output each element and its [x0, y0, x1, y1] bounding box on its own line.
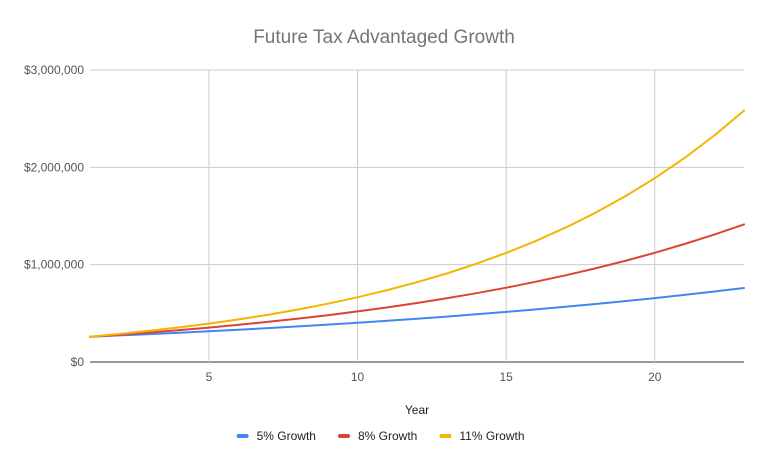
legend-label: 11% Growth — [459, 429, 524, 443]
y-axis-ticks: $0 $1,000,000 $2,000,000 $3,000,000 — [24, 63, 84, 369]
chart-title: Future Tax Advantaged Growth — [253, 27, 515, 48]
legend-item-3: 11% Growth — [439, 429, 525, 443]
y-tick-label: $2,000,000 — [24, 160, 84, 174]
y-tick-label: $3,000,000 — [24, 63, 84, 77]
legend-label: 5% Growth — [257, 429, 316, 443]
y-tick-label: $0 — [71, 355, 85, 369]
legend-swatch — [236, 434, 249, 438]
x-tick-label: 10 — [351, 370, 365, 384]
x-tick-label: 20 — [648, 370, 662, 384]
series-line-3 — [89, 109, 745, 338]
series-lines — [89, 109, 745, 338]
series-line-2 — [89, 223, 745, 338]
legend: 5% Growth 8% Growth 11% Growth — [236, 429, 525, 443]
y-tick-label: $1,000,000 — [24, 258, 84, 272]
x-tick-label: 5 — [206, 370, 213, 384]
grid-lines — [90, 69, 744, 363]
legend-swatch — [439, 434, 452, 438]
x-axis-ticks: 5 10 15 20 — [206, 370, 662, 384]
legend-swatch — [338, 434, 350, 438]
x-axis-label: Year — [405, 403, 429, 417]
legend-item-1: 5% Growth — [236, 429, 316, 443]
x-tick-label: 15 — [500, 370, 514, 384]
legend-item-2: 8% Growth — [338, 429, 417, 443]
series-line-1 — [89, 287, 745, 338]
legend-label: 8% Growth — [358, 429, 417, 443]
